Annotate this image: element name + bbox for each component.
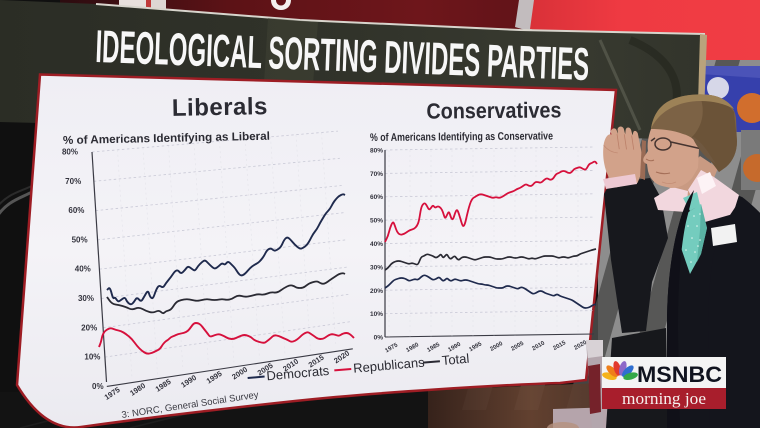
svg-text:70%: 70% xyxy=(370,171,383,178)
svg-text:80%: 80% xyxy=(62,148,78,157)
svg-text:% of Americans Identifying as: % of Americans Identifying as Conservati… xyxy=(370,130,553,144)
svg-text:80%: 80% xyxy=(370,148,383,155)
svg-text:60%: 60% xyxy=(68,206,84,215)
svg-text:0%: 0% xyxy=(374,335,384,342)
svg-text:Liberals: Liberals xyxy=(172,93,269,122)
svg-text:50%: 50% xyxy=(370,218,383,225)
svg-text:30%: 30% xyxy=(370,264,383,271)
svg-text:10%: 10% xyxy=(84,353,100,362)
svg-text:morning joe: morning joe xyxy=(622,389,706,408)
svg-text:60%: 60% xyxy=(370,194,383,201)
svg-text:0%: 0% xyxy=(92,382,104,391)
svg-text:70%: 70% xyxy=(65,177,81,186)
svg-text:Democrats: Democrats xyxy=(266,363,330,383)
svg-text:50%: 50% xyxy=(72,235,88,244)
svg-text:Conservatives: Conservatives xyxy=(426,97,561,123)
svg-text:MSNBC: MSNBC xyxy=(637,362,722,387)
svg-text:Total: Total xyxy=(441,351,470,368)
svg-text:Republicans: Republicans xyxy=(353,355,426,376)
svg-text:40%: 40% xyxy=(370,241,383,248)
svg-text:% of Americans Identifying as: % of Americans Identifying as Liberal xyxy=(63,131,270,147)
svg-text:10%: 10% xyxy=(370,311,383,318)
svg-text:20%: 20% xyxy=(370,288,383,295)
svg-text:40%: 40% xyxy=(75,265,91,274)
svg-text:30%: 30% xyxy=(78,294,94,303)
svg-text:20%: 20% xyxy=(81,323,97,332)
